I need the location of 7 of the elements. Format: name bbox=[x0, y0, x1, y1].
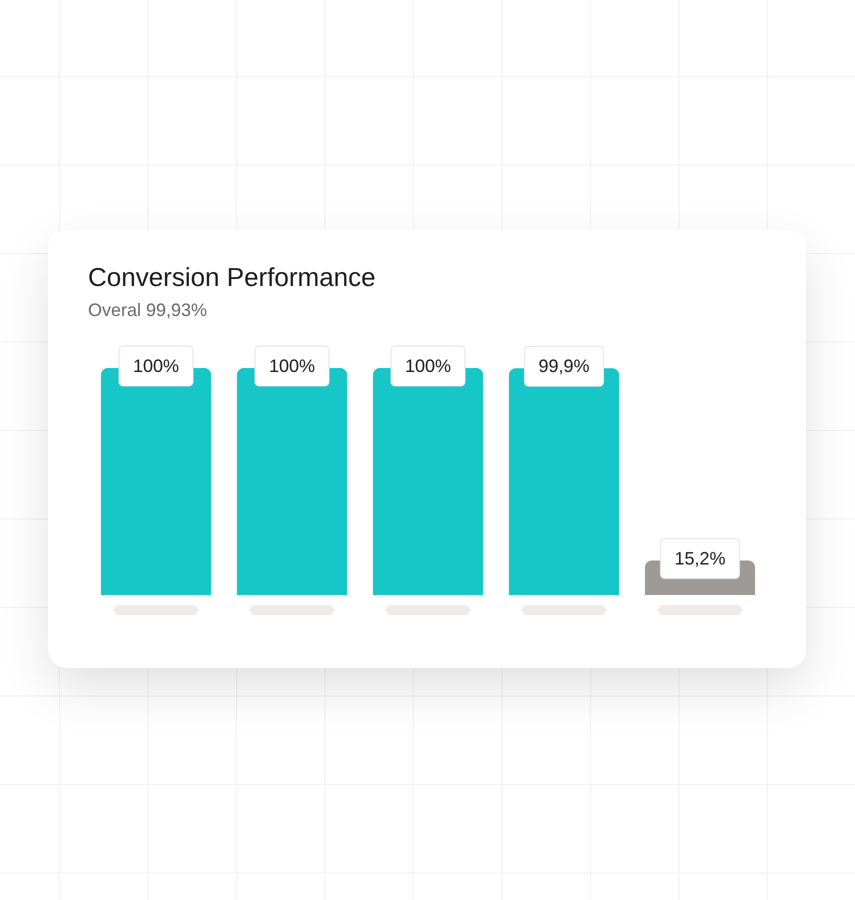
data-label: 99,9% bbox=[538, 356, 590, 376]
data-label: 100% bbox=[404, 356, 452, 376]
chart-title: Conversion Performance bbox=[88, 262, 376, 293]
data-label: 100% bbox=[132, 356, 180, 376]
chart-subtitle: Overal 99,93% bbox=[88, 300, 208, 321]
data-label: 100% bbox=[268, 356, 316, 376]
data-label: 15,2% bbox=[674, 548, 726, 568]
